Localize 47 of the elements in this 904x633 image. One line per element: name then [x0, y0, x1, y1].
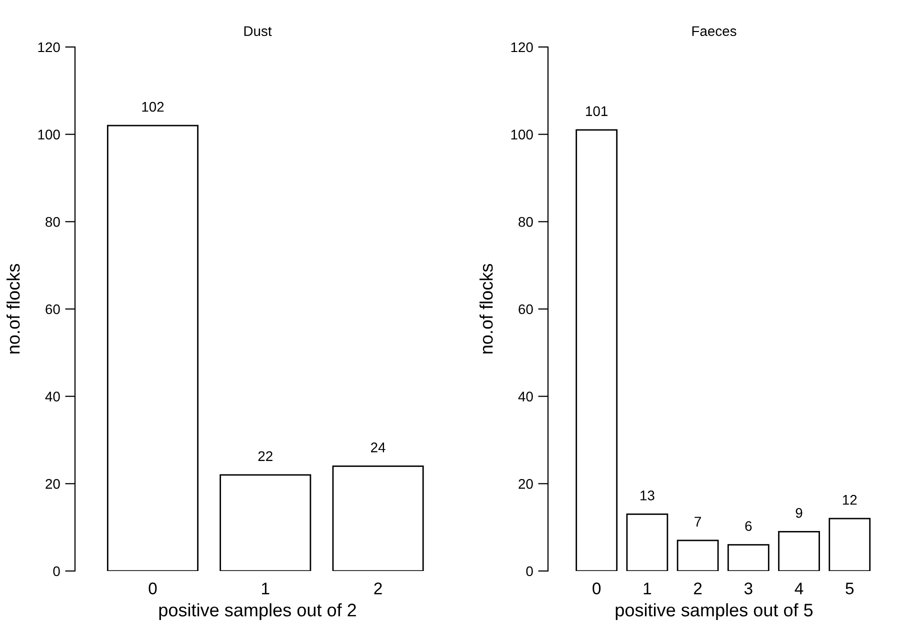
data-label: 9 — [796, 508, 802, 518]
y-tick-label: 20 — [518, 479, 533, 489]
x-tick-label: 0 — [592, 582, 601, 594]
data-label: 6 — [745, 521, 752, 531]
x-tick-label: 3 — [744, 582, 752, 594]
data-label: 101 — [586, 106, 608, 116]
x-tick-label: 0 — [148, 582, 157, 594]
x-tick-label: 2 — [374, 582, 382, 594]
y-axis-title: no.of flocks — [6, 264, 20, 354]
y-tick-label: 0 — [526, 566, 533, 576]
x-tick-label: 4 — [794, 582, 804, 594]
y-tick-label: 0 — [53, 566, 60, 576]
x-axis-title: positive samples out of 5 — [616, 603, 813, 620]
x-tick-label: 1 — [262, 582, 270, 594]
bar — [576, 129, 618, 571]
y-tick-label: 120 — [38, 42, 60, 52]
y-tick-label: 100 — [38, 130, 60, 140]
y-tick-label: 20 — [46, 479, 60, 489]
data-label: 102 — [142, 102, 164, 112]
bar — [626, 514, 668, 571]
data-label: 24 — [371, 442, 386, 452]
data-label: 12 — [842, 494, 857, 505]
y-tick-label: 100 — [511, 130, 533, 140]
data-label: 13 — [640, 490, 654, 500]
y-axis-title: no.of flocks — [480, 264, 493, 354]
x-tick-label: 5 — [846, 582, 854, 594]
y-tick-label: 120 — [511, 42, 533, 52]
bar — [676, 540, 719, 571]
y-tick-label: 40 — [518, 392, 533, 402]
x-tick-label: 2 — [694, 582, 702, 594]
y-tick-label: 80 — [518, 217, 533, 227]
x-axis-title: positive samples out of 2 — [159, 603, 356, 620]
bar — [220, 474, 312, 571]
bar — [106, 124, 198, 571]
y-tick-label: 60 — [46, 304, 60, 314]
bar — [778, 531, 820, 571]
x-tick-label: 1 — [644, 582, 652, 594]
chart-title: Faeces — [692, 26, 736, 36]
bar — [332, 466, 424, 571]
y-tick-label: 40 — [45, 392, 60, 402]
data-label: 7 — [694, 516, 701, 526]
chart-title: Dust — [244, 26, 272, 36]
bar — [828, 518, 871, 571]
y-tick-label: 80 — [46, 217, 60, 227]
data-label: 22 — [258, 451, 272, 461]
y-tick-label: 60 — [518, 304, 533, 314]
bar — [727, 544, 770, 571]
